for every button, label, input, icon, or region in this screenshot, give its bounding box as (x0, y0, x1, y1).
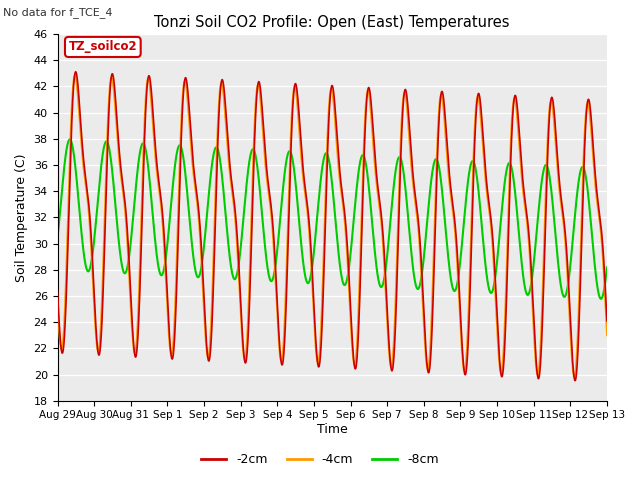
Text: No data for f_TCE_4: No data for f_TCE_4 (3, 7, 113, 18)
Y-axis label: Soil Temperature (C): Soil Temperature (C) (15, 153, 28, 282)
X-axis label: Time: Time (317, 423, 348, 436)
Legend: -2cm, -4cm, -8cm: -2cm, -4cm, -8cm (196, 448, 444, 471)
Title: Tonzi Soil CO2 Profile: Open (East) Temperatures: Tonzi Soil CO2 Profile: Open (East) Temp… (154, 15, 510, 30)
Text: TZ_soilco2: TZ_soilco2 (68, 40, 137, 53)
